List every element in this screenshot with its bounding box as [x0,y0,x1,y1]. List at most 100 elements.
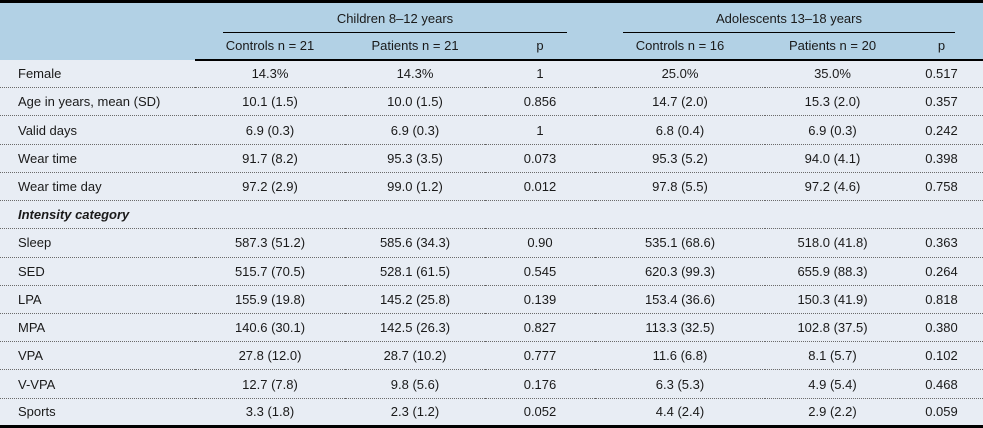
table-row: VPA 27.8 (12.0) 28.7 (10.2) 0.777 11.6 (6.8)… [0,341,983,370]
value-cell: 3.3 (1.8) [195,398,345,427]
value-cell: 0.102 [900,341,983,370]
value-cell: 145.2 (25.8) [345,285,485,314]
group-header-row: Children 8–12 years Adolescents 13–18 ye… [0,1,983,60]
value-cell: 102.8 (37.5) [765,313,900,342]
value-cell: 1 [485,115,595,145]
row-label: MPA [0,313,195,342]
value-cell: 35.0% [765,59,900,88]
value-cell: 27.8 (12.0) [195,341,345,370]
row-label: Female [0,59,195,88]
value-cell: 0.758 [900,172,983,201]
value-cell: 150.3 (41.9) [765,285,900,314]
value-cell: 155.9 (19.8) [195,285,345,314]
value-cell: 0.357 [900,87,983,116]
row-label: Wear time [0,144,195,173]
value-cell: 153.4 (36.6) [595,285,765,314]
value-cell: 14.3% [345,59,485,88]
value-cell: 0.363 [900,228,983,258]
value-cell: 585.6 (34.3) [345,228,485,258]
value-cell: 95.3 (5.2) [595,144,765,173]
value-cell: 515.7 (70.5) [195,257,345,286]
value-cell: 1 [485,59,595,88]
value-cell: 6.9 (0.3) [765,115,900,145]
row-label: Sleep [0,228,195,258]
column-header-p-adolescents: p [900,32,983,61]
group-header-adolescents-label: Adolescents 13–18 years [623,6,955,33]
value-cell: 2.3 (1.2) [345,398,485,427]
table-row: SED 515.7 (70.5) 528.1 (61.5) 0.545 620.3 (9… [0,257,983,286]
sub-header-row: Controls n = 21 Patients n = 21 p Contro… [0,32,983,61]
column-header-p-children: p [485,32,595,61]
value-cell: 0.139 [485,285,595,314]
row-label: LPA [0,285,195,314]
table-row: Age in years, mean (SD) 10.1 (1.5) 10.0 (1… [0,87,983,116]
value-cell: 97.2 (4.6) [765,172,900,201]
value-cell: 91.7 (8.2) [195,144,345,173]
value-cell: 6.3 (5.3) [595,369,765,399]
value-cell: 11.6 (6.8) [595,341,765,370]
value-cell: 4.4 (2.4) [595,398,765,427]
value-cell: 94.0 (4.1) [765,144,900,173]
value-cell: 528.1 (61.5) [345,257,485,286]
value-cell: 14.3% [195,59,345,88]
value-cell: 655.9 (88.3) [765,257,900,286]
value-cell: 0.856 [485,87,595,116]
value-cell: 140.6 (30.1) [195,313,345,342]
value-cell: 6.9 (0.3) [345,115,485,145]
value-cell: 113.3 (32.5) [595,313,765,342]
value-cell: 6.9 (0.3) [195,115,345,145]
value-cell: 620.3 (99.3) [595,257,765,286]
value-cell: 0.264 [900,257,983,286]
row-label: SED [0,257,195,286]
value-cell: 0.012 [485,172,595,201]
value-cell: 6.8 (0.4) [595,115,765,145]
column-header-patients-adolescents: Patients n = 20 [765,32,900,61]
group-header-children: Children 8–12 years [195,1,595,33]
group-header-adolescents: Adolescents 13–18 years [595,1,983,33]
row-label: V-VPA [0,369,195,399]
table-header: Children 8–12 years Adolescents 13–18 ye… [0,1,983,61]
value-cell: 142.5 (26.3) [345,313,485,342]
group-header-children-label: Children 8–12 years [223,6,567,33]
table-row: Sports 3.3 (1.8) 2.3 (1.2) 0.052 4.4 (2.4) 2.… [0,398,983,427]
column-header-controls-children: Controls n = 21 [195,32,345,61]
value-cell: 10.0 (1.5) [345,87,485,116]
value-cell: 0.242 [900,115,983,145]
value-cell: 25.0% [595,59,765,88]
value-cell: 14.7 (2.0) [595,87,765,116]
value-cell: 2.9 (2.2) [765,398,900,427]
value-cell: 97.2 (2.9) [195,172,345,201]
table-row: Sleep 587.3 (51.2) 585.6 (34.3) 0.90 535.1 (… [0,228,983,258]
value-cell: 0.545 [485,257,595,286]
row-label: Sports [0,398,195,427]
table-row: MPA 140.6 (30.1) 142.5 (26.3) 0.827 113.3 (3… [0,313,983,342]
value-cell: 9.8 (5.6) [345,369,485,399]
value-cell: 28.7 (10.2) [345,341,485,370]
row-label: VPA [0,341,195,370]
value-cell: 0.468 [900,369,983,399]
value-cell: 535.1 (68.6) [595,228,765,258]
table-row: Female 14.3% 14.3% 1 25.0% 35.0% 0.517 [0,59,983,88]
value-cell: 15.3 (2.0) [765,87,900,116]
row-label: Valid days [0,115,195,145]
value-cell: 587.3 (51.2) [195,228,345,258]
value-cell: 0.90 [485,228,595,258]
table-row: V-VPA 12.7 (7.8) 9.8 (5.6) 0.176 6.3 (5.3) 4.… [0,369,983,399]
value-cell: 518.0 (41.8) [765,228,900,258]
table-row: LPA 155.9 (19.8) 145.2 (25.8) 0.139 153.4 (3… [0,285,983,314]
table-row: Valid days 6.9 (0.3) 6.9 (0.3) 1 6.8 (0.4) 6.… [0,115,983,145]
value-cell: 99.0 (1.2) [345,172,485,201]
value-cell: 10.1 (1.5) [195,87,345,116]
value-cell: 0.052 [485,398,595,427]
table-row: Wear time day 97.2 (2.9) 99.0 (1.2) 0.012 97… [0,172,983,201]
row-label-column-header [0,1,195,60]
value-cell: 0.517 [900,59,983,88]
value-cell: 0.398 [900,144,983,173]
value-cell: 95.3 (3.5) [345,144,485,173]
value-cell: 8.1 (5.7) [765,341,900,370]
row-label: Age in years, mean (SD) [0,87,195,116]
value-cell: 12.7 (7.8) [195,369,345,399]
table-body: Female 14.3% 14.3% 1 25.0% 35.0% 0.517 Age in y… [0,59,983,427]
